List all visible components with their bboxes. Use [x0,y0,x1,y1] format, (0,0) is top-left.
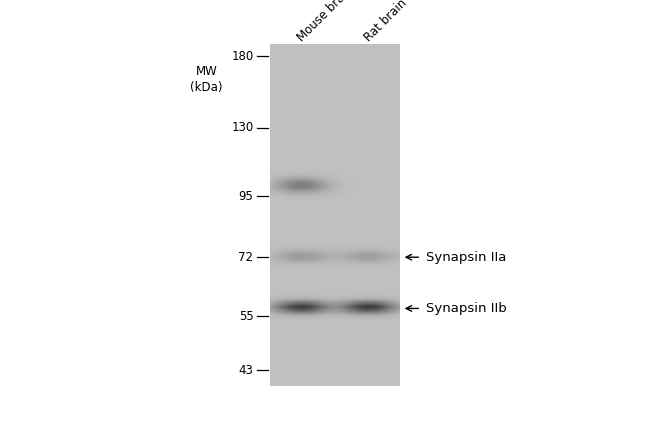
Text: 130: 130 [231,121,254,134]
Text: Rat brain: Rat brain [362,0,410,44]
Text: Synapsin IIb: Synapsin IIb [426,302,506,315]
Text: 95: 95 [239,190,254,203]
Text: 180: 180 [231,50,254,63]
Text: 72: 72 [239,251,254,264]
Text: MW
(kDa): MW (kDa) [190,65,223,95]
Text: Mouse brain: Mouse brain [294,0,355,44]
Bar [270,44,400,386]
Text: Synapsin IIa: Synapsin IIa [426,251,506,264]
Text: 55: 55 [239,310,254,323]
Text: 43: 43 [239,364,254,377]
